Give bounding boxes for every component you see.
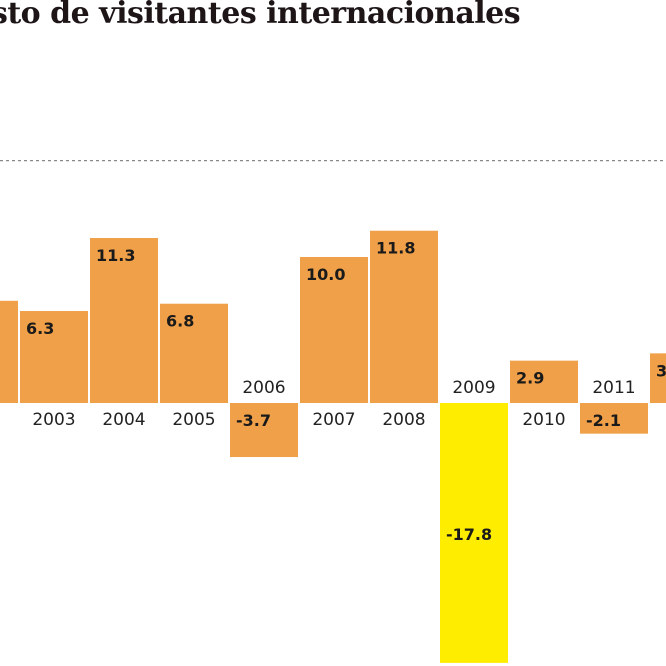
year-label-2007: 2007 <box>312 410 355 430</box>
value-label-2008: 11.8 <box>376 239 415 258</box>
bar-2012 <box>650 353 666 403</box>
year-label-2005: 2005 <box>172 410 215 430</box>
year-label-2008: 2008 <box>382 410 425 430</box>
value-label-2009: -17.8 <box>446 525 492 544</box>
chart-title: asto de visitantes internacionales <box>0 0 521 31</box>
value-label-2005: 6.8 <box>166 312 194 331</box>
bar-2003 <box>20 311 88 403</box>
year-label-2010: 2010 <box>522 410 565 430</box>
year-label-2004: 2004 <box>102 410 145 430</box>
bar-2009 <box>440 403 508 663</box>
bar-2006 <box>230 403 298 458</box>
bar-2002 <box>0 300 18 403</box>
value-label-2003: 6.3 <box>26 319 54 338</box>
year-label-2009: 2009 <box>452 378 495 398</box>
value-label-2012: 3. <box>656 361 666 380</box>
bar-2010 <box>510 360 578 403</box>
bar-2008 <box>370 230 438 403</box>
bar-2011 <box>580 403 648 434</box>
value-label-2006: -3.7 <box>236 411 271 430</box>
value-label-2010: 2.9 <box>516 369 544 388</box>
year-label-2003: 2003 <box>32 410 75 430</box>
bar-2007 <box>300 257 368 403</box>
bar-2005 <box>160 303 228 403</box>
value-label-2007: 10.0 <box>306 265 345 284</box>
value-label-2011: -2.1 <box>586 411 621 430</box>
bar-2004 <box>90 238 158 403</box>
year-label-2011: 2011 <box>592 378 635 398</box>
value-label-2004: 11.3 <box>96 246 135 265</box>
year-label-2006: 2006 <box>242 378 285 398</box>
